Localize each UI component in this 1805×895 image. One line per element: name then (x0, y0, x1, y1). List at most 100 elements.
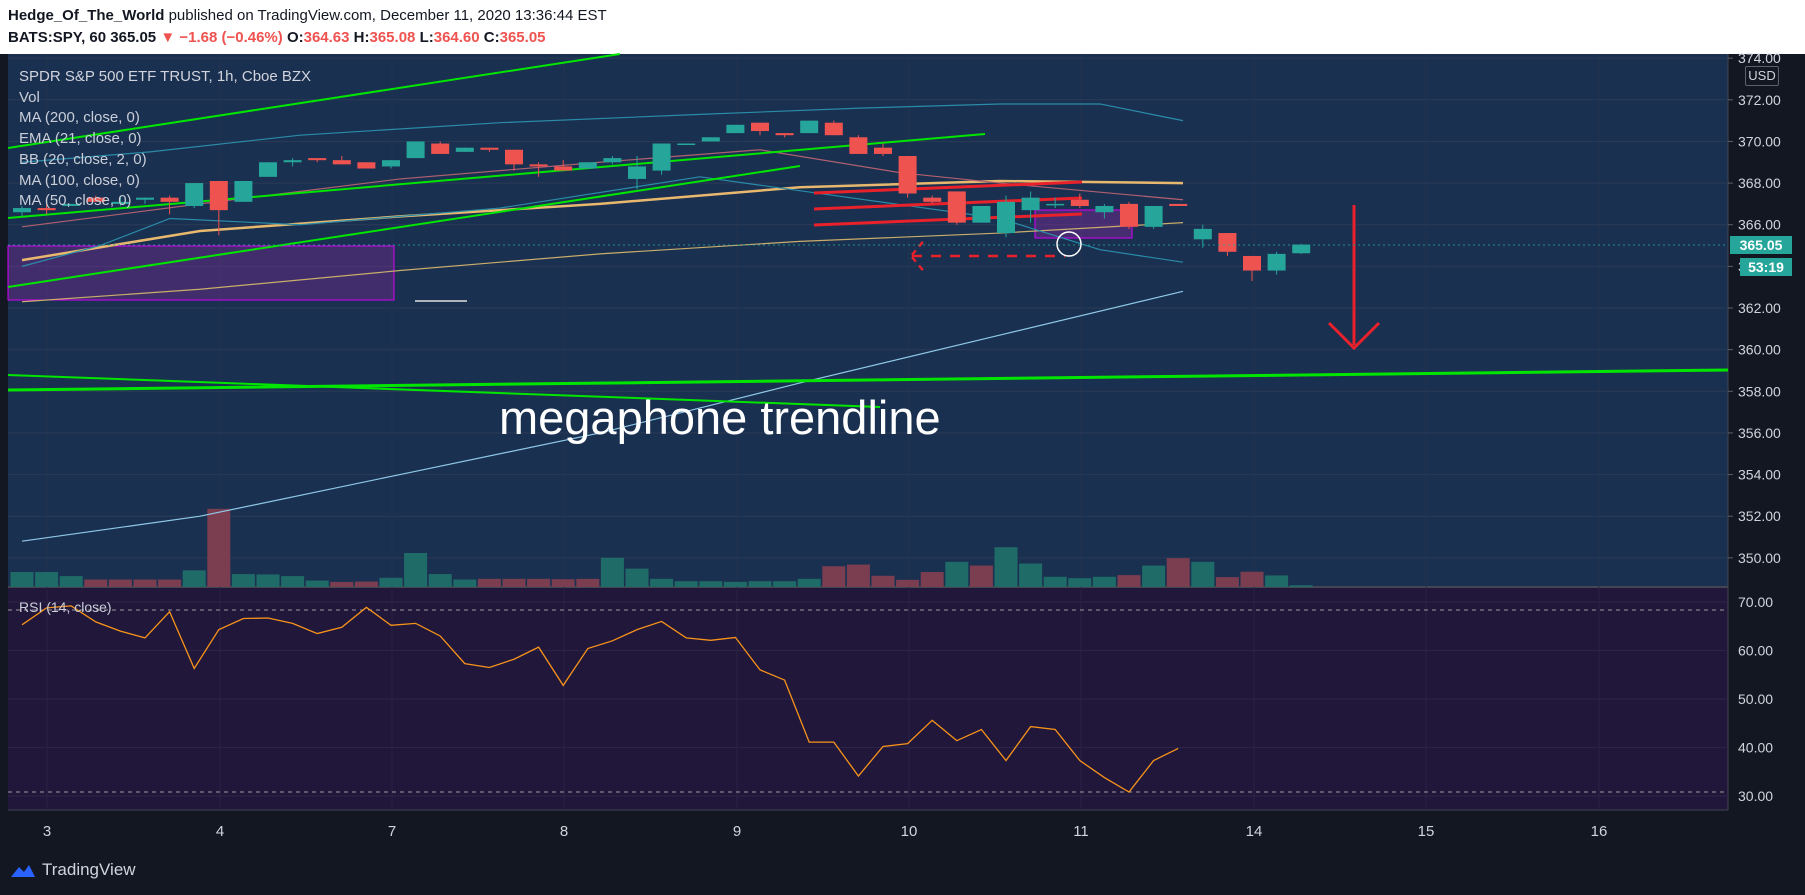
volume-bar (699, 581, 723, 587)
legend-bb[interactable]: BB (20, close, 2, 0) (19, 150, 147, 168)
pattern-top-line[interactable] (813, 180, 1083, 195)
tradingview-logo[interactable]: TradingView (10, 860, 136, 880)
legend-ma200[interactable]: MA (200, close, 0) (19, 109, 140, 127)
legend-ma100[interactable]: MA (100, close, 0) (19, 171, 140, 189)
chart-header: Hedge_Of_The_World published on TradingV… (0, 0, 1805, 54)
volume-bar (453, 579, 477, 587)
rsi-tick-label: 60.00 (1738, 643, 1773, 659)
megaphone-trendline-extension[interactable] (7, 374, 881, 408)
volume-bar (650, 578, 674, 587)
symbol-title[interactable]: SPDR S&P 500 ETF TRUST, 1h, Cboe BZX (19, 68, 312, 85)
brand-name: TradingView (42, 860, 136, 879)
candle-body (1095, 205, 1114, 213)
consolidation-zone-box[interactable] (7, 245, 395, 301)
volume-bar (871, 575, 895, 587)
volume-bar (502, 578, 526, 587)
high-value: 365.08 (369, 29, 416, 46)
rsi-line (21, 605, 1179, 793)
volume-bar (1117, 575, 1141, 587)
candle-body (62, 203, 81, 206)
time-tick-label: 16 (1591, 823, 1608, 840)
quote-line: BATS:SPY, 60 365.05 ▼ −1.68 (−0.46%) O:3… (8, 29, 546, 46)
volume-bar (846, 564, 870, 587)
candle-body (652, 143, 671, 171)
candle-body (1292, 244, 1311, 254)
volume-bar (723, 581, 747, 587)
volume-bar (379, 577, 403, 587)
price-pane-background (8, 54, 1728, 587)
volume-bar (207, 508, 231, 587)
candle-body (1243, 255, 1261, 271)
legend-vol[interactable]: Vol (19, 88, 40, 106)
candle-body (701, 137, 720, 142)
candle-body (111, 201, 130, 204)
legend-ema21[interactable]: EMA (21, close, 0) (19, 130, 142, 148)
down-arrowhead-icon[interactable] (1327, 321, 1381, 351)
breakout-dash-down[interactable] (911, 256, 927, 275)
candle-body (923, 197, 942, 202)
candle-body (603, 158, 622, 163)
candle-body (972, 205, 991, 223)
legend-ma50[interactable]: MA (50, close, 0) (19, 192, 132, 210)
ma50-line (21, 179, 1184, 262)
time-axis[interactable]: 3 4 7 8 9 10 11 14 15 16 (43, 823, 1608, 840)
volume-bar (1043, 576, 1067, 587)
volume-bar (10, 572, 34, 587)
time-tick-label: 10 (901, 823, 918, 840)
bb-upper-line (21, 103, 1184, 163)
publish-info: Hedge_Of_The_World published on TradingV… (8, 7, 607, 24)
channel-lower-trendline[interactable] (7, 165, 801, 288)
price-tick-label: 354.00 (1738, 467, 1781, 483)
footer-bar (0, 850, 1805, 895)
candle-body (874, 147, 892, 154)
time-tick-label: 15 (1418, 823, 1435, 840)
chart-canvas[interactable]: 374.00372.00370.00368.00366.00364.00362.… (0, 0, 1805, 850)
volume-bar (330, 581, 354, 587)
candle-body (898, 156, 917, 194)
volume-bar (477, 578, 501, 587)
megaphone-upper-trendline[interactable] (7, 53, 621, 149)
volume-bar (600, 557, 624, 587)
time-tick-label: 14 (1246, 823, 1263, 840)
price-tick-label: 374.00 (1738, 50, 1781, 66)
currency-badge[interactable]: USD (1745, 66, 1779, 86)
rsi-tick-label: 70.00 (1738, 594, 1773, 610)
candle-body (554, 166, 573, 171)
volume-bar (822, 566, 846, 587)
volume-bar (920, 572, 944, 587)
time-tick-label: 3 (43, 823, 51, 840)
indicator-legend: SPDR S&P 500 ETF TRUST, 1h, Cboe BZX Vol… (19, 67, 311, 212)
candle-body (505, 149, 523, 165)
candle-body (800, 120, 819, 134)
author-name[interactable]: Hedge_Of_The_World (8, 7, 165, 24)
volume-bar (674, 581, 698, 587)
candle-body (1144, 205, 1163, 227)
channel-upper-trendline[interactable] (7, 133, 986, 219)
highlight-circle[interactable] (1056, 231, 1082, 257)
price-tick-label: 372.00 (1738, 92, 1781, 108)
candle-body (775, 133, 794, 136)
time-tick-label: 11 (1073, 823, 1089, 840)
last-price: 365.05 (110, 29, 157, 46)
volume-bar (133, 579, 157, 587)
volume-bar (1092, 576, 1116, 587)
volume-bar (158, 579, 182, 587)
candle-body (209, 181, 228, 211)
volume-bar (108, 579, 132, 587)
price-axis[interactable]: 374.00372.00370.00368.00366.00364.00362.… (1728, 50, 1781, 804)
tradingview-logo-icon (11, 865, 35, 877)
rsi-tick-label: 30.00 (1738, 788, 1773, 804)
candle-body (997, 201, 1015, 234)
candle-body (234, 181, 253, 202)
rsi-legend[interactable]: RSI (14, close) (19, 599, 112, 615)
price-tick-label: 352.00 (1738, 508, 1781, 524)
megaphone-lower-trendline[interactable] (7, 368, 1729, 392)
volume-bar (969, 565, 993, 587)
breakout-dash-up[interactable] (911, 237, 927, 256)
candle-body (185, 183, 204, 206)
megaphone-trendline-label[interactable]: megaphone trendline (499, 391, 941, 444)
low-label: L: (419, 29, 434, 46)
volume-bars (10, 508, 1313, 587)
volume-bar (625, 568, 649, 587)
current-price-tag: 365.05 (1730, 236, 1792, 254)
